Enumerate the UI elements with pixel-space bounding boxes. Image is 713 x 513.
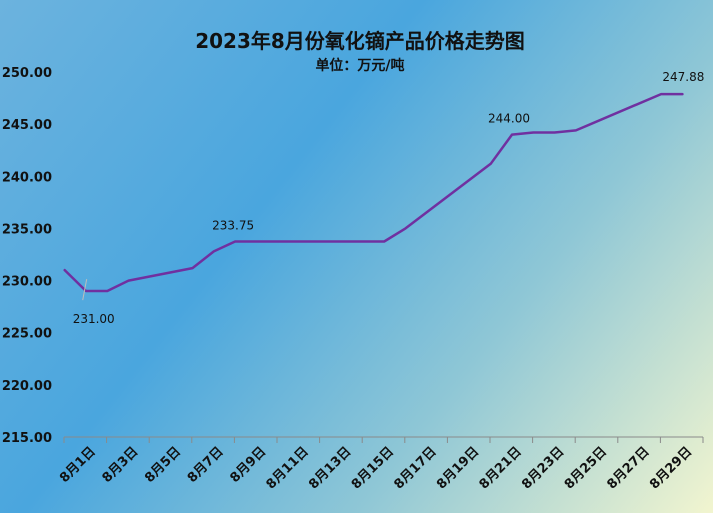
- data-label: 233.75: [212, 218, 254, 232]
- x-tick-label: 8月5日: [142, 444, 184, 486]
- x-tick-label: 8月29日: [647, 444, 695, 492]
- chart-subtitle: 单位：万元/吨: [315, 57, 404, 74]
- x-tick-label: 8月27日: [604, 444, 652, 492]
- x-tick-label: 8月19日: [434, 444, 482, 492]
- x-tick-label: 8月15日: [349, 444, 397, 492]
- x-tick-label: 8月25日: [562, 444, 610, 492]
- x-tick-label: 8月21日: [477, 444, 525, 492]
- x-tick-label: 8月17日: [391, 444, 439, 492]
- x-tick-label: 8月3日: [100, 444, 142, 486]
- series-line: [63, 92, 684, 293]
- x-tick-label: 8月23日: [519, 444, 567, 492]
- y-tick-label: 230.00: [2, 275, 52, 290]
- y-tick-label: 225.00: [2, 327, 52, 342]
- plot-area: 231.00 233.75 244.00 247.88: [63, 70, 704, 326]
- y-tick-label: 240.00: [2, 170, 52, 185]
- y-tick-label: 215.00: [2, 431, 52, 446]
- data-label: 244.00: [488, 112, 530, 126]
- data-label-leader: [82, 279, 88, 301]
- x-tick-label: 8月7日: [185, 444, 227, 486]
- data-label: 231.00: [73, 312, 115, 326]
- y-tick-label: 245.00: [2, 118, 52, 133]
- data-label: 247.88: [662, 70, 704, 84]
- y-tick-label: 235.00: [2, 222, 52, 237]
- y-tick-label: 250.00: [2, 66, 52, 81]
- x-tick-label: 8月1日: [57, 444, 99, 486]
- x-axis: 8月1日 8月3日 8月5日 8月7日 8月9日8月11日8月13日8月15日8月17日…: [57, 436, 704, 492]
- x-tick-label: 8月11日: [264, 444, 312, 492]
- y-axis: 215.00 220.00 225.00 230.00 235.00 240.00 245.…: [2, 66, 52, 446]
- x-tick-label: 8月13日: [306, 444, 354, 492]
- chart-title: 2023年8月份氧化镝产品价格走势图: [195, 29, 525, 53]
- x-tick-label: 8月9日: [227, 444, 269, 486]
- y-tick-label: 220.00: [2, 379, 52, 394]
